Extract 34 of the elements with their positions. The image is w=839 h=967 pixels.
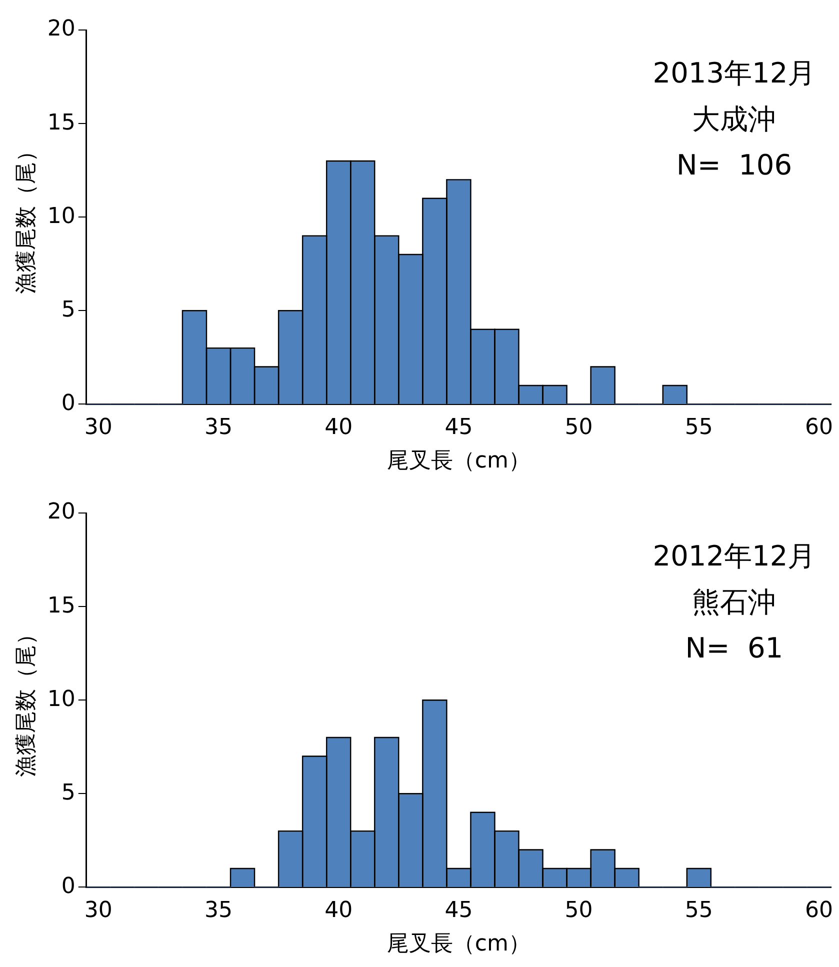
- annotation: 熊石沖: [692, 585, 776, 618]
- y-axis-title: 漁獲尾数（尾）: [14, 623, 39, 778]
- x-tick-label: 30: [84, 898, 112, 924]
- x-tick-label: 35: [204, 898, 232, 924]
- x-tick-label: 60: [804, 898, 833, 924]
- annotation: 2013年12月: [652, 56, 816, 90]
- y-axis-title: 漁獲尾数（尾）: [14, 140, 39, 294]
- y-tick-label: 0: [61, 390, 76, 416]
- y-tick-label: 0: [61, 874, 76, 899]
- annotation: N= 61: [685, 631, 784, 664]
- x-tick-label: 50: [564, 415, 593, 440]
- y-tick-label: 5: [61, 780, 76, 806]
- y-tick-label: 10: [47, 204, 76, 229]
- x-tick-label: 40: [324, 415, 353, 440]
- annotation: 2012年12月: [652, 539, 816, 572]
- y-tick-label: 20: [47, 16, 76, 42]
- x-tick-label: 50: [564, 898, 593, 924]
- x-tick-label: 45: [444, 898, 473, 924]
- x-tick-label: 60: [804, 415, 833, 440]
- x-tick-label: 55: [684, 898, 713, 924]
- y-tick-label: 15: [47, 110, 76, 136]
- y-tick-label: 10: [47, 686, 76, 712]
- x-tick-label: 35: [204, 415, 232, 440]
- annotation: N= 106: [676, 148, 792, 182]
- x-axis-title: 尾叉長（cm）: [386, 932, 530, 957]
- x-tick-label: 45: [444, 415, 473, 440]
- x-tick-label: 55: [684, 415, 713, 440]
- x-tick-label: 40: [324, 898, 353, 924]
- x-tick-label: 30: [84, 415, 112, 440]
- y-tick-label: 20: [47, 500, 76, 525]
- y-tick-label: 5: [61, 297, 76, 322]
- x-axis-title: 尾叉長（cm）: [386, 448, 530, 474]
- y-tick-label: 15: [47, 593, 76, 618]
- annotation: 大成沖: [692, 102, 776, 136]
